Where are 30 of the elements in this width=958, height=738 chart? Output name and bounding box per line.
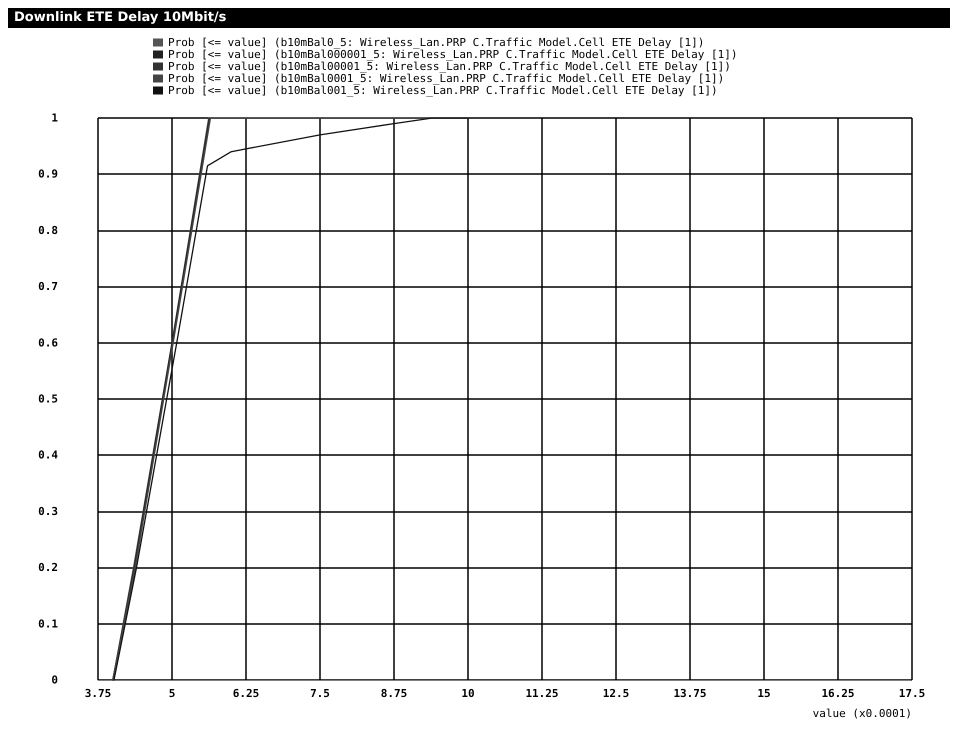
x-tick-label: 10 [461, 687, 475, 700]
y-tick-label: 0.5 [38, 392, 58, 406]
x-tick-label: 8.75 [380, 687, 408, 700]
legend-label: Prob [<= value] (b10mBal0_5: Wireless_Lan.PRP C.Traffic Model.Cell ETE Delay [1]) [168, 36, 704, 49]
x-tick-label: 13.75 [673, 687, 707, 700]
y-tick-label: 1 [51, 112, 58, 124]
x-tick-label: 17.5 [898, 687, 926, 700]
y-tick-label: 0.7 [38, 280, 58, 294]
x-tick-label: 6.25 [232, 687, 260, 700]
x-tick-label: 15 [757, 687, 771, 700]
x-tick-label: 5 [168, 687, 176, 700]
x-tick-label: 7.5 [310, 687, 330, 700]
x-axis-title: value (x0.0001) [812, 707, 912, 720]
x-tick-label: 11.25 [525, 687, 559, 700]
x-tick-label: 3.75 [84, 687, 112, 700]
y-tick-label: 0 [51, 674, 58, 686]
y-tick-label: 0.6 [38, 336, 58, 350]
y-tick-label: 0.2 [38, 561, 58, 574]
y-tick-label: 0.1 [38, 617, 58, 630]
y-tick-label: 0.4 [38, 448, 58, 462]
legend-label: Prob [<= value] (b10mBal00001_5: Wireless_Lan.PRP C.Traffic Model.Cell ETE Delay [1]) [168, 60, 731, 73]
y-tick-label: 0.9 [38, 168, 58, 181]
legend-label: Prob [<= value] (b10mBal0001_5: Wireless_Lan.PRP C.Traffic Model.Cell ETE Delay [1]) [168, 72, 724, 85]
x-tick-label: 12.5 [602, 687, 630, 700]
legend-label: Prob [<= value] (b10mBal001_5: Wireless_Lan.PRP C.Traffic Model.Cell ETE Delay [1]) [168, 84, 718, 97]
chart-title: Downlink ETE Delay 10Mbit/s [8, 8, 950, 28]
legend-label: Prob [<= value] (b10mBal000001_5: Wireless_Lan.PRP C.Traffic Model.Cell ETE Delay [1]) [168, 48, 738, 61]
y-tick-label: 0.3 [38, 504, 58, 518]
x-tick-label: 16.25 [821, 687, 855, 700]
y-tick-label: 0.8 [38, 224, 58, 237]
